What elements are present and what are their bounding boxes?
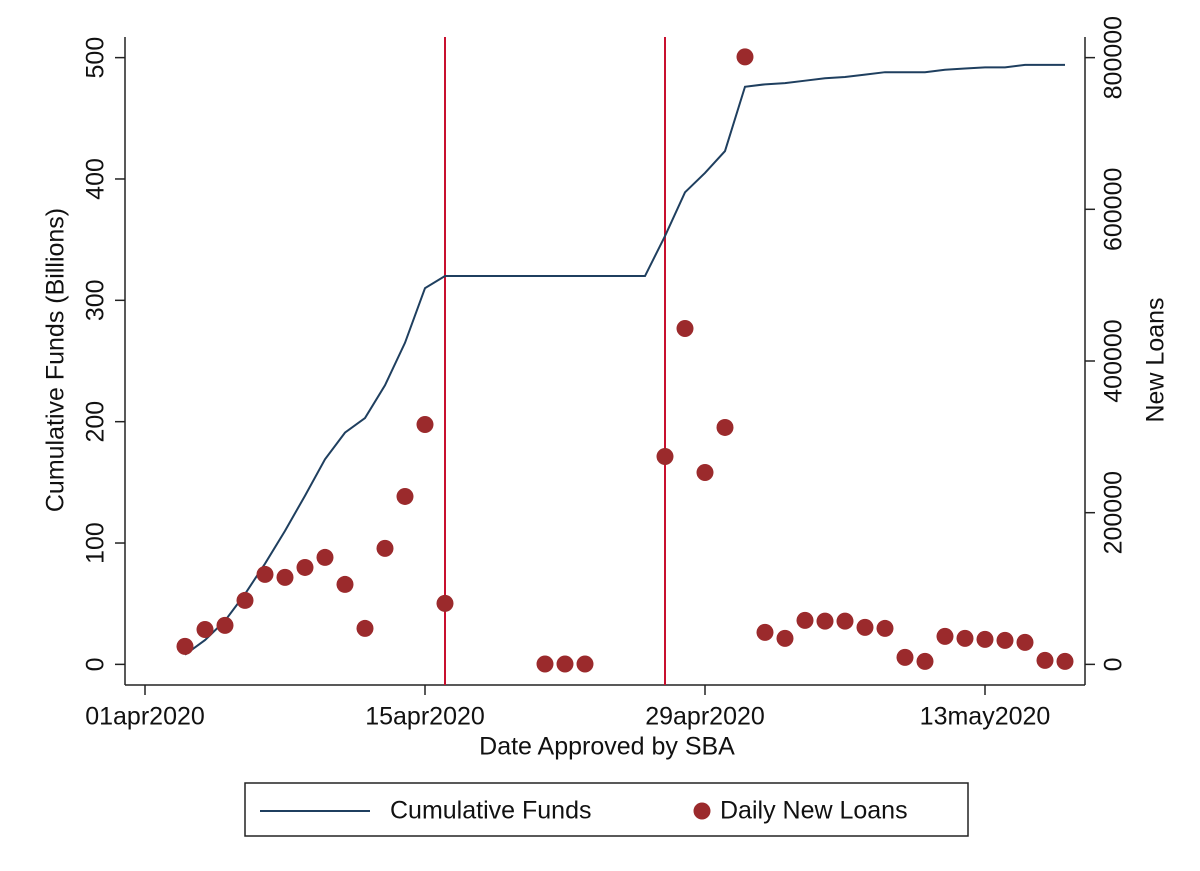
legend-label: Cumulative Funds — [390, 797, 591, 825]
legend-label: Daily New Loans — [720, 797, 908, 825]
scatter-point — [656, 447, 674, 465]
scatter-point — [716, 418, 734, 436]
scatter-point — [176, 637, 194, 655]
scatter-point — [776, 629, 794, 647]
x-tick-label: 13may2020 — [920, 703, 1051, 731]
y2-tick-label: 600000 — [1100, 168, 1128, 251]
y-tick-label: 500 — [82, 37, 110, 79]
scatter-point — [256, 565, 274, 583]
scatter-point — [916, 652, 934, 670]
scatter-point — [696, 463, 714, 481]
scatter-point — [796, 611, 814, 629]
scatter-point — [216, 616, 234, 634]
scatter-point — [196, 620, 214, 638]
scatter-point — [336, 575, 354, 593]
scatter-point — [1036, 651, 1054, 669]
y-tick-label: 0 — [82, 657, 110, 671]
legend-swatch — [693, 802, 711, 820]
y-tick-label: 300 — [82, 279, 110, 321]
y2-tick-label: 0 — [1100, 657, 1128, 671]
y2-tick-label: 800000 — [1100, 16, 1128, 99]
scatter-point — [956, 629, 974, 647]
y-tick-label: 100 — [82, 522, 110, 564]
scatter-point — [996, 631, 1014, 649]
scatter-point — [296, 558, 314, 576]
scatter-point — [316, 548, 334, 566]
scatter-point — [376, 539, 394, 557]
scatter-point — [1016, 633, 1034, 651]
y2-axis-label: New Loans — [1142, 297, 1170, 422]
x-tick-label: 01apr2020 — [85, 703, 205, 731]
scatter-point — [976, 630, 994, 648]
scatter-point — [736, 48, 754, 66]
scatter-point — [576, 655, 594, 673]
scatter-point — [536, 655, 554, 673]
y2-tick-label: 400000 — [1100, 319, 1128, 402]
x-tick-label: 15apr2020 — [365, 703, 485, 731]
scatter-point — [836, 612, 854, 630]
y2-tick-label: 200000 — [1100, 471, 1128, 554]
x-tick-label: 29apr2020 — [645, 703, 765, 731]
scatter-point — [1056, 652, 1074, 670]
scatter-point — [356, 619, 374, 637]
x-axis-label: Date Approved by SBA — [479, 733, 735, 761]
scatter-point — [876, 619, 894, 637]
scatter-point — [556, 655, 574, 673]
scatter-point — [436, 594, 454, 612]
legend-box — [244, 782, 969, 837]
scatter-point — [856, 618, 874, 636]
y-tick-label: 200 — [82, 401, 110, 443]
line-series — [184, 63, 1065, 656]
scatter-point — [396, 487, 414, 505]
scatter-point — [276, 568, 294, 586]
scatter-point — [816, 612, 834, 630]
y-axis-label: Cumulative Funds (Billions) — [42, 208, 70, 512]
scatter-point — [236, 591, 254, 609]
scatter-point — [756, 623, 774, 641]
scatter-point — [676, 320, 694, 338]
scatter-point — [416, 415, 434, 433]
scatter-point — [896, 648, 914, 666]
y-tick-label: 400 — [82, 158, 110, 200]
scatter-point — [936, 627, 954, 645]
